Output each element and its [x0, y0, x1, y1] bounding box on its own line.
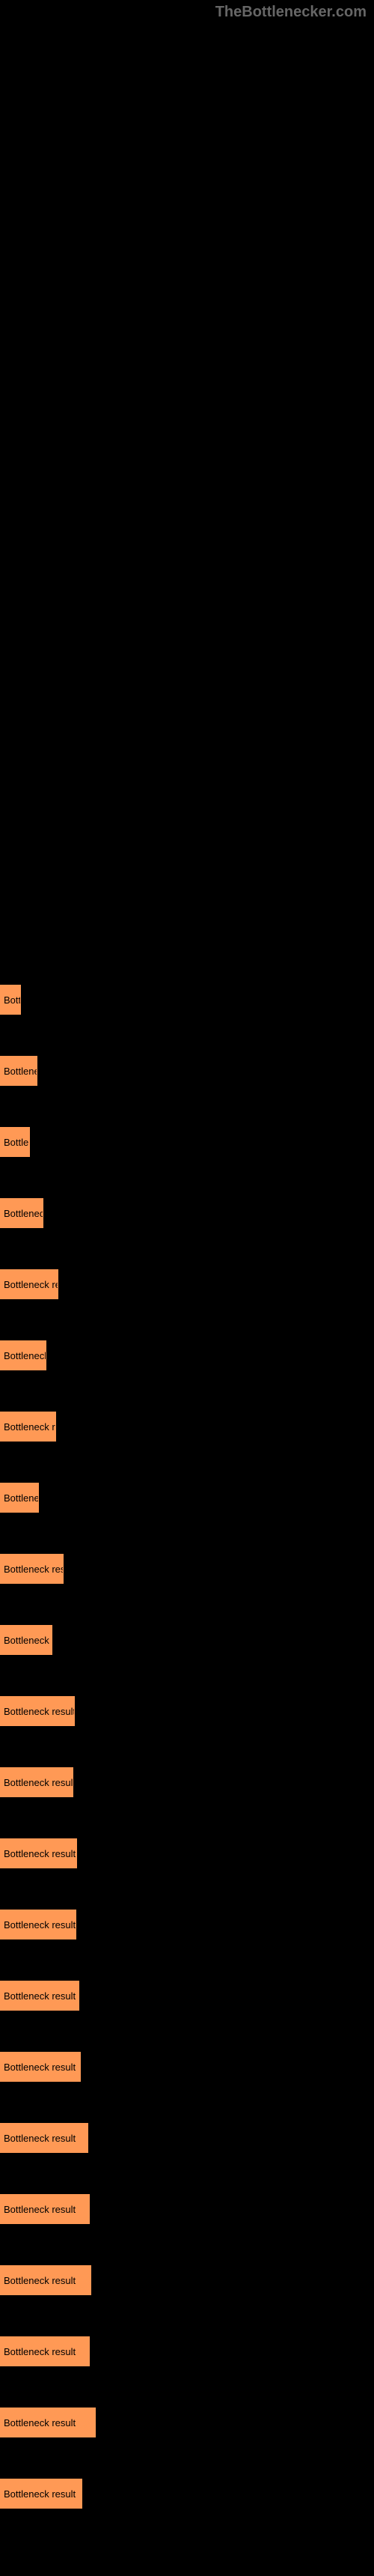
chart-bar: Bottleneck [0, 1625, 52, 1655]
bar-chart: Bott Bottlenec Bottle Bottleneck Bottleneck … [0, 0, 374, 2576]
bar-row: Bottleneck result [0, 2112, 374, 2164]
chart-bar: Bottleneck result [0, 2336, 90, 2366]
bar-label: Bottleneck [4, 1208, 43, 1219]
bar-row: Bottleneck result [0, 1685, 374, 1737]
chart-bar: Bottleneck result [0, 1981, 79, 2011]
bar-row: Bott [0, 973, 374, 1026]
bar-row: Bottleneck result [0, 1969, 374, 2022]
bar-label: Bottleneck result [4, 1777, 73, 1788]
bar-label: Bott [4, 994, 21, 1006]
bar-label: Bottleneck result [4, 2275, 76, 2286]
bar-row: Bottleneck re [0, 1258, 374, 1310]
bar-label: Bottleneck result [4, 2417, 76, 2428]
chart-bar: Bottleneck [0, 1340, 46, 1370]
bar-row: Bottleneck result [0, 1756, 374, 1808]
bar-row: Bottleneck r [0, 1400, 374, 1453]
bar-label: Bottleneck result [4, 2133, 76, 2144]
chart-bar: Bottleneck result [0, 1696, 75, 1726]
chart-bar: Bottleneck result [0, 1910, 76, 1939]
bar-label: Bottleneck result [4, 1848, 76, 1859]
bar-label: Bottleneck result [4, 1706, 75, 1717]
bar-label: Bottleneck result [4, 2346, 76, 2357]
bar-row: Bottleneck [0, 1614, 374, 1666]
bar-label: Bottleneck result [4, 2204, 76, 2215]
bar-label: Bottleneck re [4, 1279, 58, 1290]
chart-bar: Bottleneck result [0, 2052, 81, 2082]
chart-bar: Bottleneck r [0, 1412, 56, 1442]
bar-row: Bottleneck result [0, 2467, 374, 2520]
chart-bar: Bottleneck result [0, 2123, 88, 2153]
chart-bar: Bottleneck result [0, 2479, 82, 2509]
bar-label: Bottleneck result [4, 2062, 76, 2073]
bar-row: Bottleneck result [0, 2041, 374, 2093]
bar-row: Bottleneck result [0, 1827, 374, 1880]
bar-row: Bottleneck result [0, 1898, 374, 1951]
bar-label: Bottleneck result [4, 2488, 76, 2500]
bar-row: Bottleneck [0, 1329, 374, 1382]
chart-bar: Bottleneck re [0, 1269, 58, 1299]
chart-bar: Bottlenec [0, 1056, 37, 1086]
bar-label: Bottle [4, 1137, 28, 1148]
bar-row: Bottleneck [0, 1187, 374, 1239]
bar-label: Bottlenec [4, 1066, 37, 1077]
chart-bar: Bottleneck result [0, 2265, 91, 2295]
chart-bar: Bottle [0, 1127, 30, 1157]
bar-label: Bottleneck r [4, 1421, 55, 1433]
chart-bar: Bottleneck [0, 1198, 43, 1228]
chart-bar: Bottleneck result [0, 2408, 96, 2437]
chart-bar: Bottlene [0, 1483, 39, 1513]
chart-bar: Bottleneck res [0, 1554, 64, 1584]
chart-bar: Bottleneck result [0, 1838, 77, 1868]
bar-label: Bottleneck res [4, 1564, 64, 1575]
bar-label: Bottlene [4, 1492, 39, 1504]
bar-row: Bottleneck result [0, 2396, 374, 2449]
bar-row: Bottleneck res [0, 1543, 374, 1595]
chart-bar: Bottleneck result [0, 2194, 90, 2224]
bar-row: Bottleneck result [0, 2254, 374, 2306]
bar-label: Bottleneck [4, 1635, 49, 1646]
bar-row: Bottle [0, 1116, 374, 1168]
bar-label: Bottleneck [4, 1350, 46, 1361]
chart-bar: Bottleneck result [0, 1767, 73, 1797]
bar-row: Bottlenec [0, 1045, 374, 1097]
chart-bar: Bott [0, 985, 21, 1015]
bar-label: Bottleneck result [4, 1919, 76, 1931]
bar-label: Bottleneck result [4, 1990, 76, 2002]
bar-row: Bottleneck result [0, 2183, 374, 2235]
bar-row: Bottleneck result [0, 2325, 374, 2378]
bar-row: Bottlene [0, 1471, 374, 1524]
